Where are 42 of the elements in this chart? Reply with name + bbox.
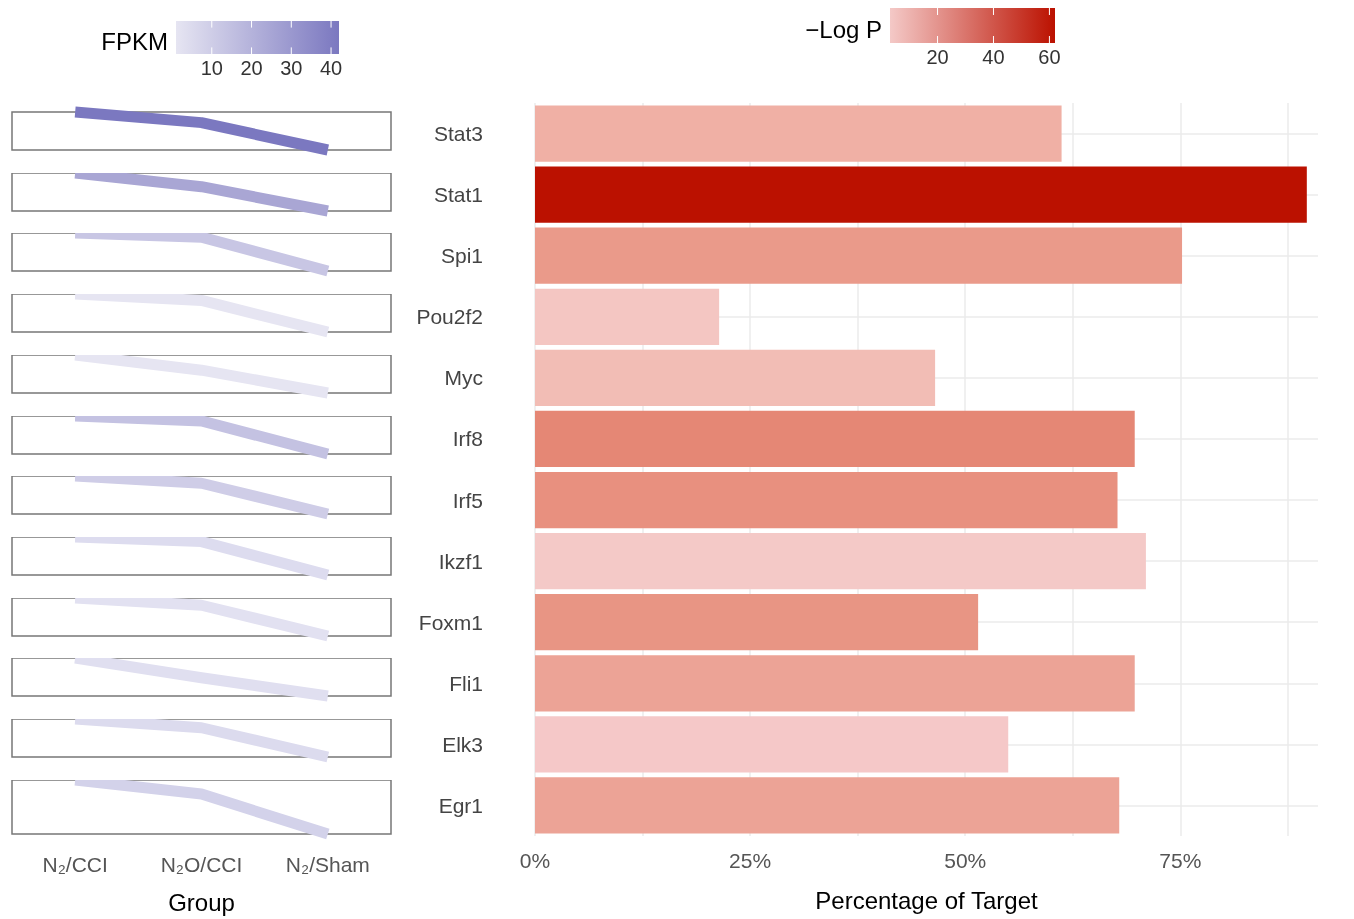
bar — [535, 410, 1135, 468]
color-bar-label: 40 — [982, 46, 1005, 68]
color-bar-label: 40 — [319, 57, 343, 79]
y-tick-label: Myc — [444, 366, 483, 390]
y-tick-label: Irf5 — [452, 488, 483, 512]
color-bar-label: 20 — [240, 57, 263, 79]
y-tick-label: Foxm1 — [418, 610, 483, 634]
color-bar-label: 60 — [1038, 46, 1061, 68]
x-tick-label: 0% — [519, 849, 551, 872]
x-axis-title: Group — [168, 888, 235, 916]
color-bar-title: −Log P — [805, 16, 882, 43]
bar — [535, 471, 1118, 529]
y-tick-label: Stat3 — [433, 122, 483, 146]
x-axis-title: Percentage of Target — [815, 886, 1039, 914]
bar — [535, 227, 1183, 284]
color-bar-label: 10 — [200, 57, 223, 79]
y-tick-label: Fli1 — [449, 671, 483, 695]
x-tick-label: 25% — [729, 849, 772, 872]
color-bar-title: FPKM — [101, 28, 168, 55]
bar — [535, 777, 1120, 834]
color-bar-label: 30 — [280, 57, 303, 79]
y-tick-label: Egr1 — [438, 793, 483, 817]
y-tick-label: Elk3 — [442, 732, 483, 756]
bar — [535, 349, 936, 406]
y-tick-label: Irf8 — [452, 427, 483, 451]
color-bar-label: 20 — [926, 46, 949, 68]
bar — [535, 533, 1146, 590]
y-tick-label: Pou2f2 — [416, 305, 483, 329]
y-tick-label: Ikzf1 — [438, 549, 483, 573]
bar — [535, 105, 1062, 162]
y-tick-label: Spi1 — [440, 244, 483, 268]
bar — [535, 288, 720, 345]
bar — [535, 655, 1135, 712]
bar — [535, 716, 1009, 773]
x-tick-label: N₂/CCI — [42, 852, 108, 876]
bar — [535, 166, 1307, 223]
y-tick-label: Stat1 — [433, 183, 483, 207]
x-tick-label: 75% — [1159, 849, 1202, 872]
bar — [535, 594, 979, 651]
x-tick-label: N₂/Sham — [285, 852, 370, 876]
x-tick-label: N₂O/CCI — [160, 852, 243, 876]
x-tick-label: 50% — [944, 849, 987, 872]
